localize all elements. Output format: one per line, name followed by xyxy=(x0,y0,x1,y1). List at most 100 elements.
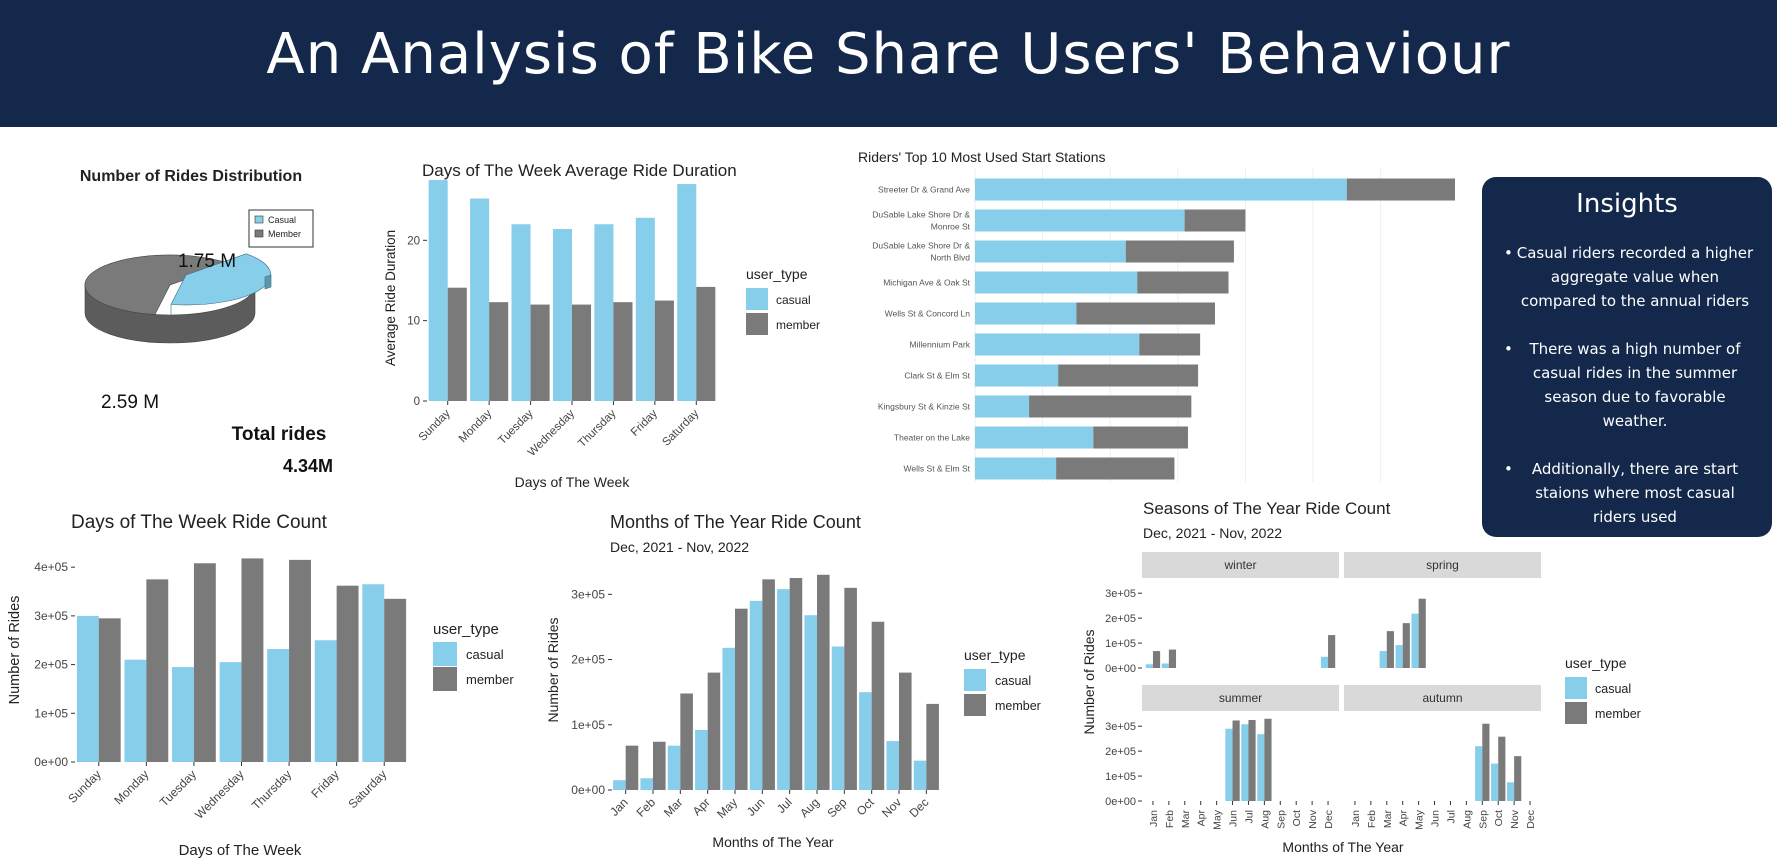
avg-duration-title: Days of The Week Average Ride Duration xyxy=(422,161,737,180)
station-label: Kingsbury St & Kinzie St xyxy=(878,402,971,412)
bar-casual-saturday xyxy=(362,584,385,762)
x-tick-label: Thursday xyxy=(249,767,294,812)
x-tick-label: Nov xyxy=(1307,809,1319,828)
avg-duration-legend-casual-swatch xyxy=(746,288,768,310)
day-ride-count-legend-title: user_type xyxy=(433,621,499,638)
bar-member-tuesday xyxy=(193,563,216,762)
bar-member-apr xyxy=(707,672,721,790)
season-bar-casual-apr xyxy=(1395,645,1403,668)
station-label-line: Wells St & Concord Ln xyxy=(885,309,971,319)
bar-member-sunday xyxy=(447,287,467,401)
station-label: Wells St & Elm St xyxy=(904,464,971,474)
x-tick-label: Aug xyxy=(1461,810,1473,829)
x-tick-label: Apr xyxy=(1196,810,1208,827)
season-bar-casual-feb xyxy=(1161,663,1169,668)
season-bar-casual-jul xyxy=(1241,724,1249,801)
avg-duration-legend-member-swatch xyxy=(746,313,768,335)
x-tick-label: Jun xyxy=(744,795,768,819)
x-tick-label: Jul xyxy=(1445,810,1457,823)
y-tick-label: 3e+05 xyxy=(34,609,68,623)
season-ride-count-title: Seasons of The Year Ride Count xyxy=(1143,499,1391,518)
x-tick-label: Jun xyxy=(1228,810,1240,827)
bar-member-monday xyxy=(146,579,169,762)
pie-total-label: Total rides xyxy=(232,424,327,445)
month-ride-count-title: Months of The Year Ride Count xyxy=(610,512,861,532)
x-tick-label: Mar xyxy=(1180,810,1192,829)
y-tick-label: 3e+05 xyxy=(1105,588,1136,600)
season-bar-member-mar xyxy=(1386,631,1394,668)
pie-chart: Number of Rides Distribution Casual Memb… xyxy=(80,168,333,476)
season-bar-casual-jun xyxy=(1225,728,1233,801)
bar-casual-saturday xyxy=(677,184,697,401)
bar-casual-sunday xyxy=(76,615,99,762)
day-ride-count-legend-member-swatch xyxy=(433,667,457,691)
bar-member-may xyxy=(735,608,748,790)
bar-casual-feb xyxy=(640,778,653,790)
station-label-line: Kingsbury St & Kinzie St xyxy=(878,402,971,412)
day-ride-count-legend-casual-swatch xyxy=(433,642,457,666)
day-ride-count-legend-casual: casual xyxy=(466,647,504,662)
y-tick-label: 0e+00 xyxy=(1105,796,1136,808)
station-label-line: DuSable Lake Shore Dr & xyxy=(872,241,970,251)
station-bar-member xyxy=(1029,395,1192,418)
facet-label-summer: summer xyxy=(1219,691,1262,705)
station-bar-casual xyxy=(975,302,1077,325)
station-label-line: Millennium Park xyxy=(910,340,971,350)
bar-member-jan xyxy=(625,745,639,790)
season-bar-casual-mar xyxy=(1379,651,1387,668)
bar-casual-may xyxy=(722,647,735,790)
x-tick-label: Oct xyxy=(1291,810,1303,826)
pie-legend-casual: Casual xyxy=(268,215,296,225)
insight-bullet: Additionally, there are start staions wh… xyxy=(1504,457,1756,529)
y-tick-label: 3e+05 xyxy=(571,587,605,601)
y-tick-label: 2e+05 xyxy=(34,658,68,672)
pie-casual-edge xyxy=(264,274,272,290)
season-bar-member-sep xyxy=(1482,723,1490,801)
facet-label-winter: winter xyxy=(1223,558,1256,572)
x-tick-label: Monday xyxy=(111,767,151,807)
station-label: Theater on the Lake xyxy=(894,433,970,443)
station-label: Millennium Park xyxy=(910,340,971,350)
season-ride-count-xlabel: Months of The Year xyxy=(1282,839,1403,855)
facet-label-autumn: autumn xyxy=(1422,691,1462,705)
bar-member-jun xyxy=(762,579,775,790)
bar-casual-apr xyxy=(695,730,708,790)
x-tick-label: Sep xyxy=(1477,810,1489,829)
day-ride-count-title: Days of The Week Ride Count xyxy=(71,512,328,533)
x-tick-label: Wednesday xyxy=(192,767,247,822)
station-label: DuSable Lake Shore Dr & Monroe St xyxy=(872,210,970,232)
season-ride-count-legend-title: user_type xyxy=(1565,655,1627,671)
station-bar-casual xyxy=(975,395,1030,418)
bar-casual-monday xyxy=(470,198,490,401)
x-tick-label: May xyxy=(1212,809,1224,830)
station-bar-member xyxy=(1139,333,1201,356)
station-bar-member xyxy=(1093,426,1188,449)
y-tick-label: 1e+05 xyxy=(1105,638,1136,650)
station-bar-casual xyxy=(975,240,1126,263)
x-tick-label: Jan xyxy=(1148,810,1160,827)
pie-slice-member xyxy=(84,254,232,315)
station-bar-member xyxy=(1137,271,1229,294)
x-tick-label: Mar xyxy=(1382,810,1394,829)
bar-casual-friday xyxy=(635,217,655,401)
x-tick-label: Feb xyxy=(1164,810,1176,828)
season-ride-count-ylabel: Number of Rides xyxy=(1081,629,1097,734)
season-ride-count-legend-casual-swatch xyxy=(1565,677,1587,699)
x-tick-label: Dec xyxy=(906,795,931,820)
y-tick-label: 1e+05 xyxy=(1105,771,1136,783)
season-bar-casual-sep xyxy=(1475,746,1483,801)
season-ride-count-legend-casual: casual xyxy=(1595,682,1631,696)
facet-strip-summer xyxy=(1142,685,1339,711)
x-tick-label: Tuesday xyxy=(157,767,199,809)
header-banner: An Analysis of Bike Share Users' Behavio… xyxy=(0,0,1777,130)
insight-bullet: There was a high number of casual rides … xyxy=(1504,337,1756,433)
y-tick-label: 2e+05 xyxy=(1105,613,1136,625)
bar-casual-aug xyxy=(804,615,817,790)
x-tick-label: Jul xyxy=(1243,810,1255,823)
station-bar-member xyxy=(1056,457,1175,480)
x-tick-label: Sunday xyxy=(417,407,453,443)
station-label-line: North Blvd xyxy=(930,253,970,263)
station-bar-casual xyxy=(975,333,1140,356)
month-ride-count-subtitle: Dec, 2021 - Nov, 2022 xyxy=(610,539,749,555)
bar-casual-nov xyxy=(886,741,899,790)
